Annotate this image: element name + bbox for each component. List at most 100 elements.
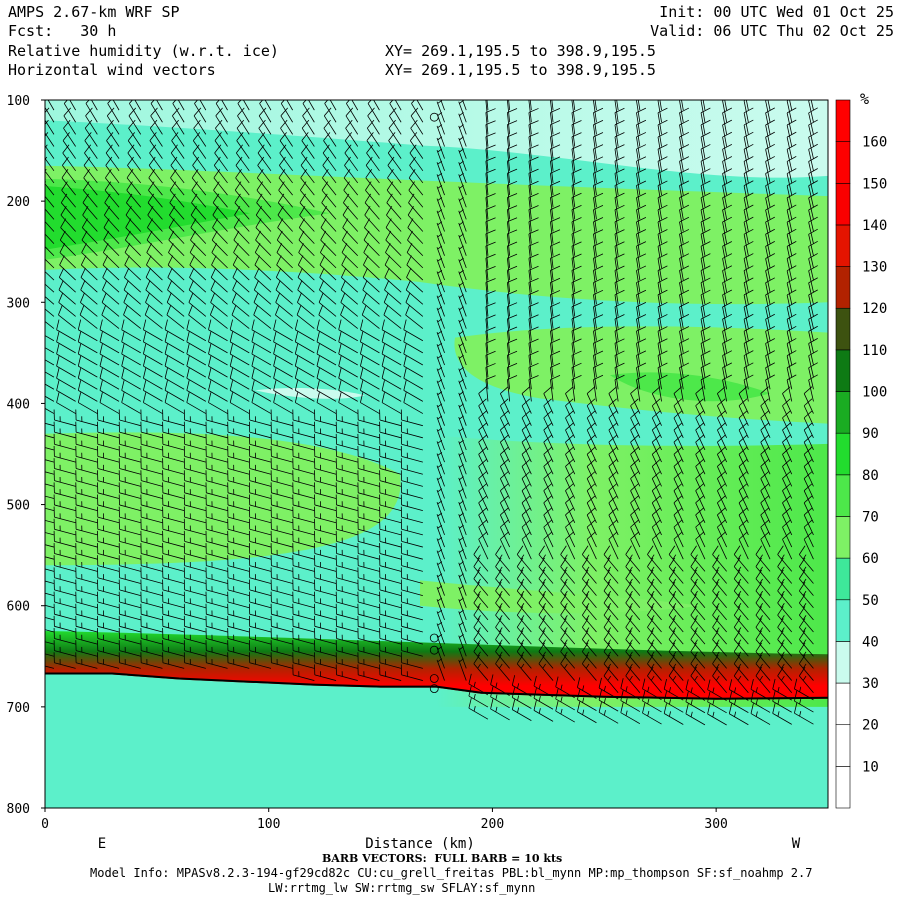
wind-barb (782, 507, 793, 536)
wind-barb (121, 380, 141, 402)
wind-barb (270, 518, 293, 536)
wind-barb (458, 403, 467, 426)
wind-barb (571, 180, 582, 208)
wind-barb (320, 206, 337, 232)
wind-barb (560, 630, 576, 657)
x-tick-label: 100 (257, 817, 280, 832)
wind-barb (560, 557, 576, 584)
wind-barb (183, 409, 206, 427)
wind-barb (53, 579, 76, 596)
wind-barb (75, 567, 98, 584)
wind-barb (170, 156, 185, 184)
wind-barb (299, 181, 315, 208)
wind-barb (485, 205, 496, 232)
wind-barb (229, 343, 250, 366)
wind-barb (745, 100, 749, 111)
wind-barb (777, 581, 793, 608)
wind-barb (183, 482, 206, 499)
wind-barb (362, 292, 380, 317)
wind-barb (205, 518, 228, 536)
wind-barb (335, 482, 358, 499)
wind-barb (251, 343, 272, 366)
wind-barb (363, 243, 380, 269)
wind-barb (190, 218, 207, 244)
wind-barb (314, 445, 337, 463)
wind-barb (651, 495, 662, 523)
wind-barb (571, 205, 582, 232)
wind-barb (528, 350, 539, 378)
wind-barb (755, 654, 771, 681)
wind-barb (298, 243, 315, 269)
wind-barb (210, 267, 228, 293)
wind-barb (603, 557, 619, 584)
wind-barb (162, 518, 185, 536)
wind-barb (436, 100, 445, 123)
wind-barb (716, 519, 728, 548)
wind-barb (803, 422, 814, 451)
wind-barb (782, 410, 793, 438)
wind-barb (436, 245, 445, 269)
wind-barb (603, 581, 619, 608)
wind-barb (593, 338, 604, 366)
wind-barb (335, 591, 358, 609)
wind-barb (798, 606, 814, 633)
wind-barb (314, 555, 337, 572)
wind-barb (127, 132, 142, 159)
wind-barb (679, 374, 690, 402)
wind-barb (59, 255, 76, 281)
wind-barb (75, 615, 98, 633)
wind-barb (77, 368, 98, 390)
wind-barb (101, 292, 120, 317)
colorbar-swatch (835, 516, 851, 559)
wind-barb (636, 326, 647, 353)
header-valid: Valid: 06 UTC Thu 02 Oct 25 (650, 22, 894, 40)
wind-barb (164, 368, 185, 390)
wind-barb (409, 144, 424, 172)
wind-barb (322, 169, 337, 196)
wind-barb (357, 506, 380, 524)
wind-barb (188, 292, 207, 317)
wind-barb (473, 557, 489, 584)
wind-barb (668, 594, 684, 621)
wind-barb (593, 132, 604, 159)
wind-barb (140, 603, 163, 621)
wind-barb (436, 318, 445, 341)
wind-barb (82, 193, 98, 220)
wind-barb (143, 392, 163, 414)
wind-barb (227, 640, 250, 657)
wind-barb (533, 700, 554, 722)
wind-barb (168, 230, 185, 257)
wind-barb (172, 100, 185, 123)
wind-barb (668, 618, 684, 645)
wind-barb (379, 445, 402, 463)
wind-barb (647, 581, 662, 608)
wind-barb (782, 447, 793, 475)
wind-barb (507, 338, 518, 366)
wind-barb (516, 642, 532, 669)
colorbar-swatch (835, 599, 851, 642)
wind-barb (56, 343, 76, 366)
wind-barb (750, 703, 771, 725)
wind-barb (118, 567, 141, 584)
wind-barb (234, 206, 250, 232)
wind-barb (316, 343, 337, 366)
wind-barb (614, 253, 625, 281)
wind-barb (743, 374, 754, 402)
wind-barb (565, 507, 576, 536)
wind-barb (436, 451, 445, 475)
wind-barb (636, 119, 647, 147)
header-field: Relative humidity (w.r.t. ice) (8, 42, 279, 60)
wind-barb (82, 181, 98, 208)
wind-barb (782, 386, 793, 414)
wind-barb (458, 488, 467, 511)
wind-barb (167, 267, 185, 293)
wind-barb (84, 144, 98, 172)
wind-barb (314, 543, 337, 560)
wind-barb (162, 555, 185, 572)
wind-barb (121, 392, 141, 414)
wind-barb (162, 652, 185, 669)
wind-barb (345, 107, 359, 135)
wind-barb (586, 471, 597, 499)
wind-barb (803, 519, 814, 548)
